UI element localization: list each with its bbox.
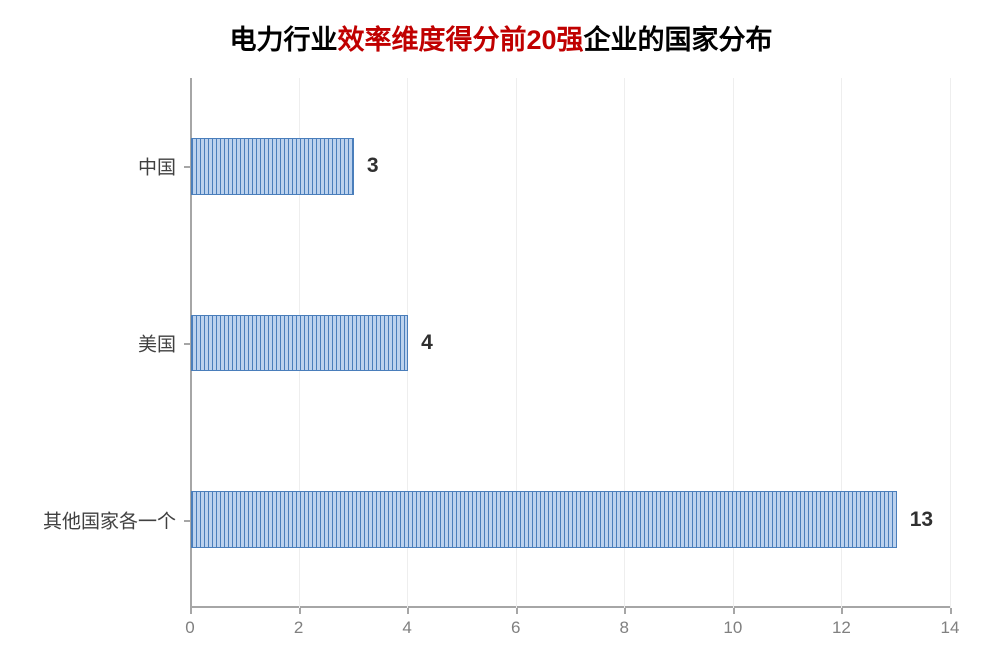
y-category-label: 其他国家各一个 xyxy=(43,506,176,533)
bar xyxy=(191,491,897,548)
x-tick-mark xyxy=(624,608,626,614)
x-tick-label: 10 xyxy=(723,618,742,638)
chart-title: 电力行业效率维度得分前20强企业的国家分布 xyxy=(0,18,1002,57)
title-segment: 企业的国家分布 xyxy=(584,25,773,55)
x-tick-label: 6 xyxy=(511,618,520,638)
x-tick-mark xyxy=(950,608,952,614)
data-label: 3 xyxy=(367,154,379,178)
y-tick-mark xyxy=(184,166,190,168)
x-tick-mark xyxy=(190,608,192,614)
plot-area: 02468101214中国3美国4其他国家各一个13 xyxy=(190,78,950,608)
bar xyxy=(191,315,408,372)
y-category-label: 美国 xyxy=(138,330,176,357)
x-axis-line xyxy=(190,606,950,608)
x-tick-label: 12 xyxy=(832,618,851,638)
bar xyxy=(191,138,354,195)
x-tick-label: 0 xyxy=(185,618,194,638)
x-tick-mark xyxy=(516,608,518,614)
x-tick-mark xyxy=(841,608,843,614)
y-category-label: 中国 xyxy=(138,153,176,180)
data-label: 4 xyxy=(421,331,433,355)
bar-fill xyxy=(192,139,353,194)
y-tick-mark xyxy=(184,343,190,345)
x-tick-label: 8 xyxy=(620,618,629,638)
x-tick-label: 14 xyxy=(941,618,960,638)
gridline-vertical xyxy=(950,78,951,608)
chart-container: 电力行业效率维度得分前20强企业的国家分布 02468101214中国3美国4其… xyxy=(0,0,1002,658)
x-tick-mark xyxy=(299,608,301,614)
title-segment: 电力行业 xyxy=(229,25,337,55)
x-tick-label: 4 xyxy=(402,618,411,638)
x-tick-label: 2 xyxy=(294,618,303,638)
y-tick-mark xyxy=(184,520,190,522)
title-segment: 效率维度得分前20强 xyxy=(337,25,583,55)
data-label: 13 xyxy=(910,508,933,532)
bar-fill xyxy=(192,492,896,547)
bar-fill xyxy=(192,316,407,371)
x-tick-mark xyxy=(407,608,409,614)
x-tick-mark xyxy=(733,608,735,614)
